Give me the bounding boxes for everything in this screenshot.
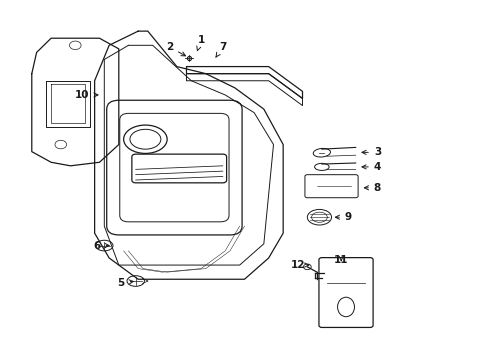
Text: 4: 4 [361,162,380,172]
Text: 2: 2 [165,42,185,56]
Text: 6: 6 [93,240,109,251]
Text: 5: 5 [117,278,133,288]
Text: 3: 3 [361,147,380,157]
Text: 9: 9 [335,212,351,222]
Text: 7: 7 [215,42,226,57]
Text: 12: 12 [290,260,308,270]
Text: 11: 11 [333,256,348,265]
Text: 10: 10 [75,90,98,100]
Text: 8: 8 [364,183,380,193]
Text: 1: 1 [196,35,204,51]
